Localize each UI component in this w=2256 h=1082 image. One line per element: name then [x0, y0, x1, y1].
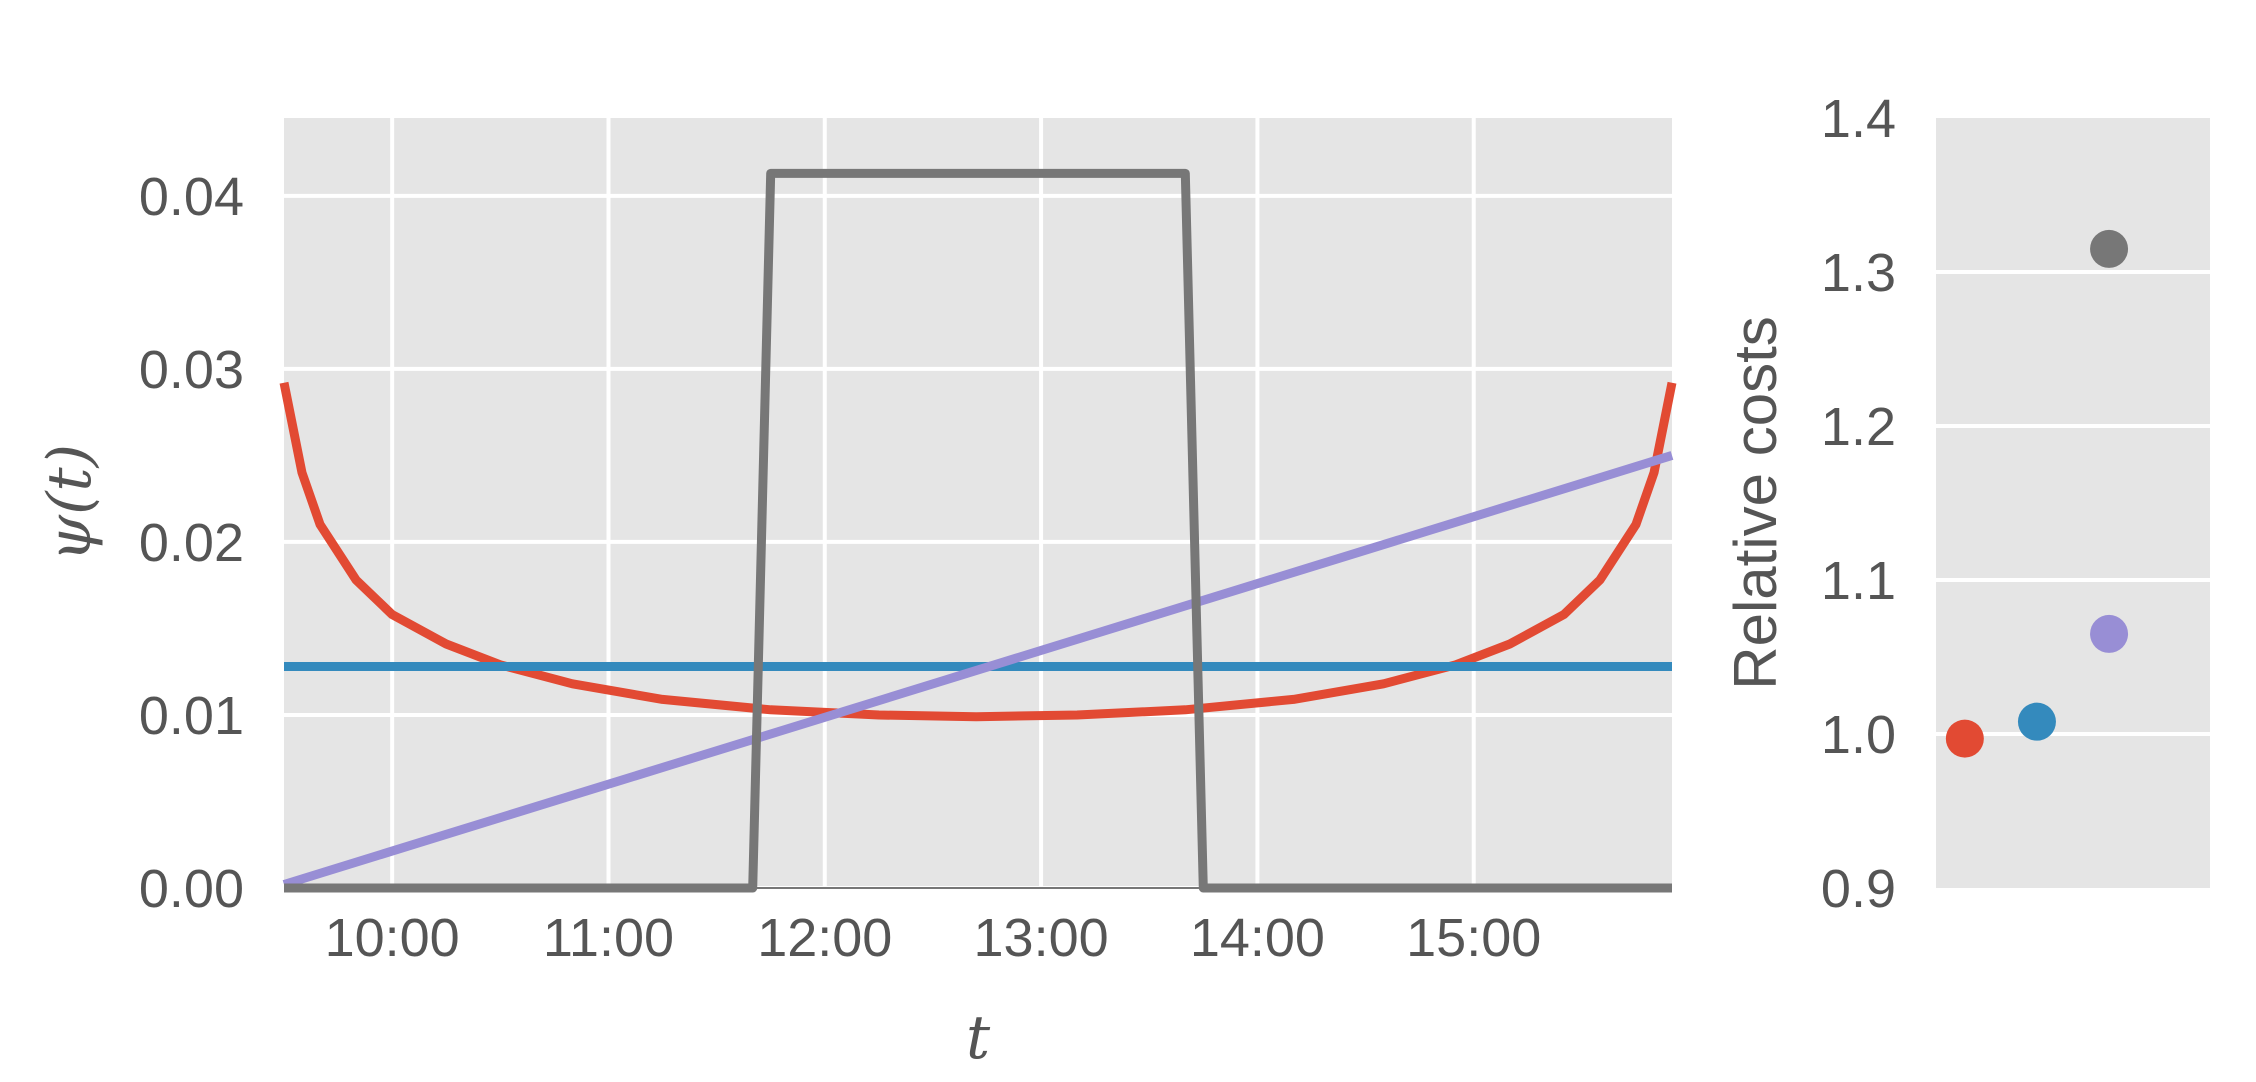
- relative-costs-y-tick-label: 1.1: [1821, 551, 1896, 611]
- relative-cost-point-2: [2017, 702, 2056, 741]
- psi-chart-x-tick-label: 11:00: [543, 908, 674, 968]
- psi-chart-x-tick-label: 10:00: [325, 908, 460, 968]
- relative-costs-y-axis-label: Relative costs: [1722, 316, 1789, 689]
- relative-costs-y-tick-label: 1.0: [1821, 705, 1896, 765]
- psi-chart-y-ticks: 0.00 0.01 0.02 0.03 0.04: [139, 167, 244, 919]
- psi-chart-y-tick-label: 0.00: [139, 859, 244, 919]
- psi-chart-x-tick-label: 15:00: [1406, 908, 1541, 968]
- psi-series-line-4: [284, 168, 1672, 893]
- psi-chart-y-tick-label: 0.02: [139, 513, 244, 573]
- relative-cost-point-1: [1945, 719, 1984, 758]
- relative-costs-y-tick-label: 1.3: [1821, 243, 1896, 303]
- psi-series-line-1: [279, 381, 1677, 722]
- psi-chart-y-axis-label: ψ(t): [35, 444, 105, 562]
- psi-chart-x-ticks: 10:00 11:00 12:00 13:00 14:00 15:00: [325, 908, 1542, 968]
- psi-chart: 0.00 0.01 0.02 0.03 0.04 10:00 11:00 12:00 13:0…: [35, 118, 1677, 1073]
- psi-chart-series: [279, 168, 1677, 893]
- relative-cost-point-4: [2090, 229, 2129, 268]
- relative-costs-plot-area: [1936, 118, 2210, 888]
- psi-chart-x-axis-label: t: [966, 1003, 991, 1073]
- psi-chart-y-tick-label: 0.04: [139, 167, 244, 227]
- psi-chart-y-tick-label: 0.01: [139, 686, 244, 746]
- relative-costs-chart: 0.9 1.0 1.1 1.2 1.3 1.4 Relative costs: [1722, 89, 2210, 919]
- psi-series-line-3: [282, 451, 1674, 889]
- relative-costs-y-ticks: 0.9 1.0 1.1 1.2 1.3 1.4: [1821, 89, 1896, 919]
- psi-chart-x-tick-label: 14:00: [1190, 908, 1325, 968]
- psi-chart-x-tick-label: 12:00: [757, 908, 892, 968]
- relative-cost-point-3: [2090, 614, 2129, 653]
- psi-chart-plot-area: [284, 118, 1672, 888]
- relative-costs-y-tick-label: 1.4: [1821, 89, 1896, 149]
- psi-chart-y-tick-label: 0.03: [139, 340, 244, 400]
- relative-costs-y-tick-label: 0.9: [1821, 859, 1896, 919]
- relative-costs-points: [1945, 229, 2129, 758]
- psi-chart-x-tick-label: 13:00: [974, 908, 1109, 968]
- relative-costs-y-tick-label: 1.2: [1821, 397, 1896, 457]
